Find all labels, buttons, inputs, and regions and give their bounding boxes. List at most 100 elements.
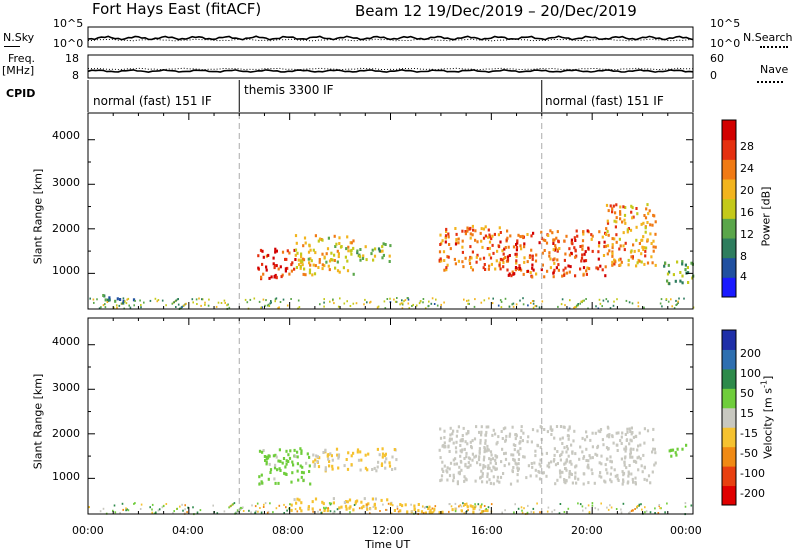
echo-cell — [311, 507, 314, 511]
echo-cell — [577, 477, 580, 481]
echo-cell — [649, 232, 652, 236]
clutter-cell — [415, 304, 418, 307]
echo-cell — [554, 482, 557, 486]
echo-cell — [449, 247, 452, 251]
echo-cell — [469, 232, 472, 236]
echo-cell — [651, 470, 654, 474]
echo-cell — [505, 238, 508, 242]
echo-cell — [273, 477, 276, 481]
echo-cell — [600, 454, 603, 458]
echo-cell — [484, 439, 487, 443]
echo-cell — [284, 465, 287, 469]
echo-cell — [622, 480, 625, 484]
clutter-cell — [343, 302, 346, 305]
echo-cell — [296, 469, 299, 473]
echo-cell — [626, 481, 629, 485]
echo-cell — [477, 458, 481, 462]
echo-cell — [288, 456, 292, 460]
echo-cell — [366, 507, 369, 511]
echo-cell — [686, 266, 689, 269]
velocity-ytick-4000: 4000 — [52, 335, 80, 348]
echo-cell — [637, 455, 640, 459]
clutter-cell — [283, 512, 285, 514]
echo-cell — [438, 250, 442, 254]
echo-cell — [589, 456, 592, 460]
echo-cell — [443, 429, 446, 433]
xtick-1200: 12:00 — [372, 524, 404, 537]
clutter-cell — [181, 305, 183, 308]
echo-cell — [670, 454, 673, 458]
clutter-cell — [134, 502, 136, 505]
echo-cell — [642, 248, 645, 251]
echo-cell — [393, 448, 396, 451]
echo-cell — [679, 279, 682, 283]
echo-cell — [278, 448, 281, 452]
xtick-0400: 04:00 — [172, 524, 204, 537]
clutter-cell — [410, 503, 412, 506]
echo-cell — [326, 453, 329, 457]
echo-cell — [314, 234, 317, 238]
echo-cell — [626, 228, 629, 232]
echo-cell — [294, 258, 297, 261]
echo-cell — [443, 441, 446, 445]
echo-cell — [278, 467, 281, 471]
clutter-cell — [427, 304, 430, 307]
echo-cell — [330, 258, 333, 261]
clutter-cell — [143, 301, 145, 304]
echo-cell — [573, 429, 576, 433]
echo-cell — [523, 455, 526, 459]
echo-cell — [613, 468, 616, 472]
echo-cell — [563, 425, 566, 429]
clutter-cell — [227, 303, 229, 306]
echo-cell — [664, 261, 667, 265]
echo-cell — [550, 460, 553, 464]
clutter-cell — [584, 507, 587, 510]
echo-cell — [463, 479, 466, 483]
clutter-cell — [569, 299, 571, 302]
echo-cell — [646, 261, 650, 265]
echo-cell — [597, 244, 601, 248]
echo-cell — [479, 438, 482, 442]
echo-cell — [290, 480, 293, 484]
echo-cell — [451, 508, 454, 512]
clutter-cell — [634, 508, 636, 510]
clutter-cell — [521, 509, 523, 512]
echo-cell — [567, 428, 570, 432]
velocity-cbar-tick-200: 200 — [740, 347, 761, 360]
clutter-cell — [581, 505, 584, 508]
echo-cell — [570, 251, 573, 255]
echo-cell — [308, 271, 311, 275]
echo-cell — [312, 248, 315, 252]
echo-cell — [304, 273, 307, 277]
clutter-cell — [567, 507, 570, 510]
clutter-cell — [254, 511, 257, 514]
clutter-cell — [113, 306, 115, 309]
echo-cell — [511, 469, 514, 473]
clutter-cell — [675, 299, 677, 302]
echo-cell — [585, 430, 588, 434]
echo-cell — [602, 443, 605, 447]
echo-cell — [452, 476, 455, 479]
clutter-cell — [332, 298, 334, 301]
echo-cell — [605, 227, 608, 231]
echo-cell — [267, 456, 270, 460]
echo-cell — [516, 239, 519, 243]
echo-cell — [500, 460, 503, 464]
echo-cell — [684, 263, 687, 267]
echo-cell — [445, 268, 448, 272]
clutter-cell — [431, 507, 434, 510]
echo-cell — [644, 216, 648, 220]
echo-cell — [531, 428, 535, 432]
echo-cell — [486, 509, 489, 513]
clutter-cell — [538, 306, 541, 309]
echo-cell — [261, 481, 264, 485]
clutter-cell — [242, 506, 244, 509]
clutter-cell — [226, 304, 228, 307]
clutter-cell — [346, 300, 348, 303]
echo-cell — [340, 505, 343, 509]
echo-cell — [478, 430, 481, 434]
echo-cell — [649, 223, 652, 227]
echo-cell — [536, 443, 539, 447]
echo-cell — [294, 248, 298, 252]
echo-cell — [556, 258, 559, 262]
